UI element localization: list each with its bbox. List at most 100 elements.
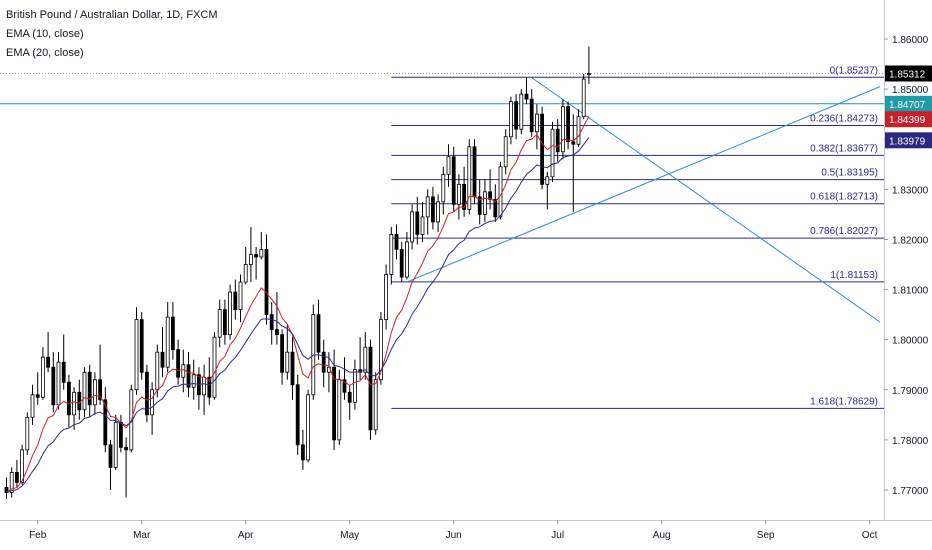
price-label-ema10-bg <box>885 111 932 128</box>
candle-body <box>207 376 212 398</box>
x-tick-label: Jun <box>446 530 462 541</box>
candle-body <box>332 366 337 441</box>
candle-body <box>87 371 92 406</box>
candle-body <box>285 351 290 373</box>
y-tick-label: 1.82000 <box>892 235 929 246</box>
candle-body <box>352 369 357 403</box>
candle-body <box>430 196 435 223</box>
ema-layer <box>6 116 590 493</box>
candle-body <box>300 444 305 461</box>
fib-level-label: 0.236(1.84273) <box>810 114 878 125</box>
candle-body <box>202 376 207 396</box>
x-tick-label: Aug <box>653 530 671 541</box>
candle-body <box>342 379 347 393</box>
candle-body <box>389 234 394 275</box>
candle-body <box>347 391 352 403</box>
candle-body <box>56 361 61 406</box>
candle-body <box>394 234 399 250</box>
y-tick-label: 1.86000 <box>892 35 929 46</box>
candle-body <box>420 216 425 235</box>
candle-body <box>316 314 321 353</box>
candle-body <box>441 173 446 203</box>
fib-level-label: 0.5(1.83195) <box>821 168 878 179</box>
fib-level-label: 0.382(1.83677) <box>810 143 878 154</box>
candle-body <box>160 351 165 368</box>
candle-body <box>61 361 66 383</box>
candle-body <box>561 106 565 153</box>
candle-body <box>119 421 123 448</box>
candle-body <box>482 191 487 215</box>
candle-body <box>451 156 456 205</box>
trendline <box>531 77 881 323</box>
candle-body <box>321 351 326 373</box>
candle-body <box>295 384 300 446</box>
candle-body <box>290 351 295 386</box>
candle-body <box>155 351 160 391</box>
candle-body <box>384 274 389 321</box>
candle-body <box>191 374 196 388</box>
x-tick-label: Oct <box>862 530 878 541</box>
candle-body <box>503 136 508 168</box>
candle-body <box>238 281 243 310</box>
x-tick-label: Jul <box>551 530 564 541</box>
candle-body <box>25 416 30 451</box>
candle-body <box>280 334 285 373</box>
candle-body <box>14 472 19 483</box>
candle-body <box>222 309 227 336</box>
candle-body <box>41 356 45 398</box>
candle-body <box>436 201 441 223</box>
fib-level-label: 1(1.81153) <box>830 270 878 281</box>
candle-body <box>144 371 149 416</box>
x-tick-label: May <box>340 530 359 541</box>
candle-body <box>186 364 191 388</box>
candle-body <box>212 336 217 398</box>
candle-body <box>576 116 581 145</box>
candle-body <box>540 113 544 185</box>
candle-body <box>363 346 368 373</box>
candle-body <box>217 309 222 338</box>
candle-body <box>410 211 415 243</box>
candle-body <box>134 319 139 391</box>
candle-body <box>514 101 518 130</box>
y-tick-label: 1.81000 <box>892 286 929 297</box>
candle-body <box>488 191 493 200</box>
candle-body <box>139 319 144 373</box>
candle-body <box>571 141 576 145</box>
candle-body <box>150 389 155 416</box>
candle-body <box>581 78 586 118</box>
candles-layer <box>4 46 591 499</box>
x-tick-label: Sep <box>757 530 775 541</box>
candle-body <box>519 93 524 130</box>
candle-body <box>30 394 35 418</box>
candle-body <box>545 176 550 185</box>
candle-body <box>306 394 311 461</box>
candle-body <box>103 399 108 446</box>
y-tick-label: 1.79000 <box>892 386 929 397</box>
candle-body <box>404 241 409 278</box>
candle-body <box>555 128 560 153</box>
candle-body <box>368 346 373 431</box>
candle-body <box>269 314 274 331</box>
candle-body <box>274 329 279 336</box>
candle-body <box>108 444 113 468</box>
candle-body <box>550 128 555 178</box>
candle-body <box>587 73 591 75</box>
price-label-ema10: 1.84399 <box>889 115 926 126</box>
candle-body <box>378 319 383 381</box>
candle-body <box>529 98 534 133</box>
fib-level-label: 1.618(1.78629) <box>810 396 878 407</box>
ema20-legend: EMA (20, close) <box>6 47 84 59</box>
candle-body <box>67 381 71 416</box>
candle-body <box>20 449 25 483</box>
candle-body <box>9 472 14 493</box>
candle-body <box>51 366 56 406</box>
ema20-line <box>6 137 590 493</box>
candle-body <box>446 156 451 175</box>
price-label-last: 1.85312 <box>889 69 926 80</box>
ema10-legend: EMA (10, close) <box>6 28 84 40</box>
y-tick-label: 1.80000 <box>892 336 929 347</box>
y-tick-label: 1.85000 <box>892 85 929 96</box>
